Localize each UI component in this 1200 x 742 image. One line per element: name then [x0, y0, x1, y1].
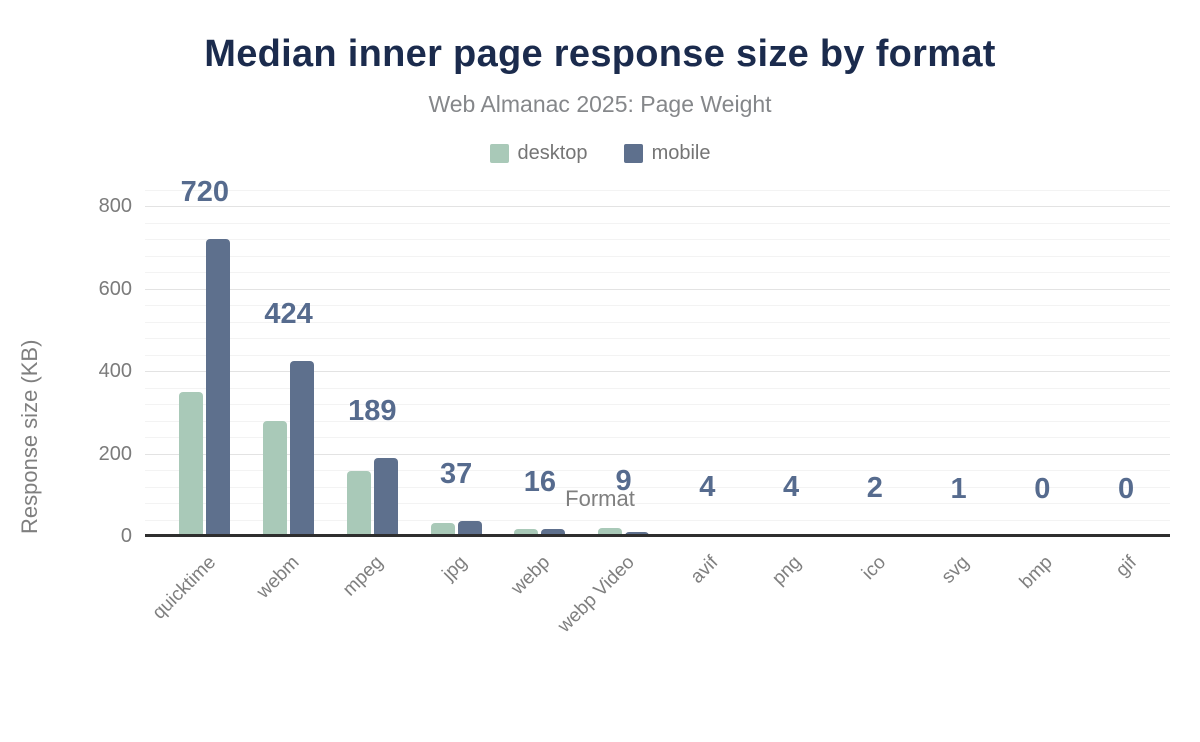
- desktop-bar[interactable]: [346, 470, 371, 536]
- y-tick-label: 400: [98, 360, 132, 382]
- legend-label-mobile: mobile: [651, 142, 711, 164]
- gridline: [145, 272, 1170, 273]
- desktop-swatch-icon: [489, 144, 509, 163]
- y-tick-label: 600: [98, 277, 132, 300]
- desktop-bar[interactable]: [430, 523, 455, 536]
- x-tick-cell: webp Video: [554, 536, 666, 646]
- bar-series: 720 424 189 37 16 9 4 4 2 1 0 0: [163, 177, 1168, 536]
- x-tick-label: svg: [937, 552, 974, 588]
- y-tick-label: 200: [98, 442, 132, 465]
- bar-group-svg: 1: [917, 186, 1001, 536]
- bar-value-label: 720: [180, 176, 230, 208]
- bar-group-mpeg: 189: [331, 186, 415, 536]
- bar-group-jpg: 37: [414, 186, 498, 536]
- gridline: [145, 371, 1170, 372]
- gridline: [145, 239, 1170, 240]
- desktop-bar[interactable]: [514, 529, 539, 536]
- gridline: [145, 486, 1170, 488]
- x-tick-cell: webm: [247, 536, 331, 646]
- x-tick-label: png: [768, 552, 806, 590]
- x-tick-label: webp: [507, 552, 555, 599]
- bar-group-gif: 0: [1084, 186, 1168, 536]
- bar-group-webp: 16: [498, 186, 582, 536]
- gridline: [145, 519, 1170, 521]
- bar-value-label: 4: [699, 470, 716, 503]
- gridline: [145, 189, 1170, 191]
- y-tick-label: 0: [120, 525, 132, 547]
- x-tick-label: gif: [1111, 552, 1141, 582]
- gridline: [145, 206, 1170, 207]
- x-tick-label: jpg: [438, 552, 471, 585]
- bar-value-label: 0: [1034, 473, 1051, 505]
- gridline: [145, 288, 1170, 290]
- desktop-bar[interactable]: [598, 527, 623, 536]
- x-tick-cell: jpg: [414, 536, 498, 646]
- gridline: [145, 503, 1170, 504]
- gridline: [145, 387, 1170, 389]
- x-tick-cell: gif: [1084, 536, 1168, 646]
- desktop-bar[interactable]: [263, 420, 288, 536]
- x-tick-label: avif: [686, 552, 723, 588]
- mobile-bar[interactable]: [206, 239, 231, 536]
- legend-label-desktop: desktop: [517, 142, 588, 164]
- gridline: [145, 404, 1170, 405]
- x-tick-cell: avif: [666, 536, 750, 646]
- mobile-bar[interactable]: [457, 520, 482, 536]
- bar-value-label: 1: [950, 472, 967, 505]
- y-axis-title: Response size (KB): [17, 339, 42, 534]
- x-tick-cell: quicktime: [148, 536, 247, 646]
- x-tick-label: mpeg: [338, 552, 388, 601]
- x-tick-label: webm: [252, 552, 304, 603]
- bar-value-label: 0: [1118, 473, 1135, 505]
- desktop-bar[interactable]: [179, 391, 204, 536]
- mobile-swatch-icon: [623, 144, 643, 163]
- gridline: [145, 420, 1170, 422]
- x-tick-label: bmp: [1016, 552, 1058, 593]
- gridline: [145, 338, 1170, 339]
- gridline: [145, 437, 1170, 438]
- bar-value-label: 424: [264, 298, 313, 331]
- bar-value-label: 189: [348, 395, 397, 428]
- bar-value-label: 2: [866, 472, 883, 505]
- bar-value-label: 16: [523, 466, 556, 498]
- x-axis-line: [145, 534, 1170, 537]
- gridline: [145, 453, 1170, 455]
- bar-group-bmp: 0: [1001, 186, 1085, 536]
- x-tick-cell: bmp: [1001, 536, 1085, 646]
- x-axis-title: Format: [565, 486, 635, 511]
- gridline: [145, 255, 1170, 257]
- legend-item-mobile[interactable]: mobile: [623, 142, 711, 165]
- mobile-bar[interactable]: [541, 529, 566, 536]
- bar-group-png: 4: [749, 186, 833, 536]
- bar-value-label: 4: [783, 470, 800, 503]
- gridline: [145, 470, 1170, 471]
- x-tick-cell: mpeg: [331, 536, 415, 646]
- legend-item-desktop[interactable]: desktop: [489, 142, 588, 165]
- mobile-bar[interactable]: [373, 458, 398, 536]
- bar-group-webm: 424: [247, 186, 331, 536]
- chart-subtitle: Web Almanac 2025: Page Weight: [428, 91, 772, 117]
- x-tick-label: quicktime: [148, 552, 220, 624]
- bar-value-label: 9: [615, 464, 632, 497]
- chart-legend: desktop mobile: [0, 142, 1200, 165]
- bar-group-avif: 4: [666, 186, 750, 536]
- mobile-bar[interactable]: [290, 361, 315, 536]
- gridline: [145, 354, 1170, 356]
- bar-group-quicktime: 720: [163, 177, 247, 536]
- x-axis-tick-labels: quicktime webm mpeg jpg webp webp Video avif pn…: [148, 536, 1168, 646]
- bar-group-ico: 2: [833, 186, 917, 536]
- chart-title: Median inner page response size by forma…: [204, 33, 996, 75]
- x-tick-cell: ico: [833, 536, 917, 646]
- gridline: [145, 321, 1170, 323]
- x-tick-cell: svg: [917, 536, 1001, 646]
- y-tick-label: 800: [98, 195, 132, 217]
- gridline: [145, 222, 1170, 224]
- bar-value-label: 37: [439, 457, 473, 490]
- x-tick-label: ico: [857, 552, 890, 585]
- x-tick-cell: png: [749, 536, 833, 646]
- bar-group-webp-video: 9: [582, 186, 666, 536]
- gridline: [145, 305, 1170, 306]
- plot-area: 0 200 400 600 800 Response size (KB) 720 424 1…: [17, 177, 1170, 637]
